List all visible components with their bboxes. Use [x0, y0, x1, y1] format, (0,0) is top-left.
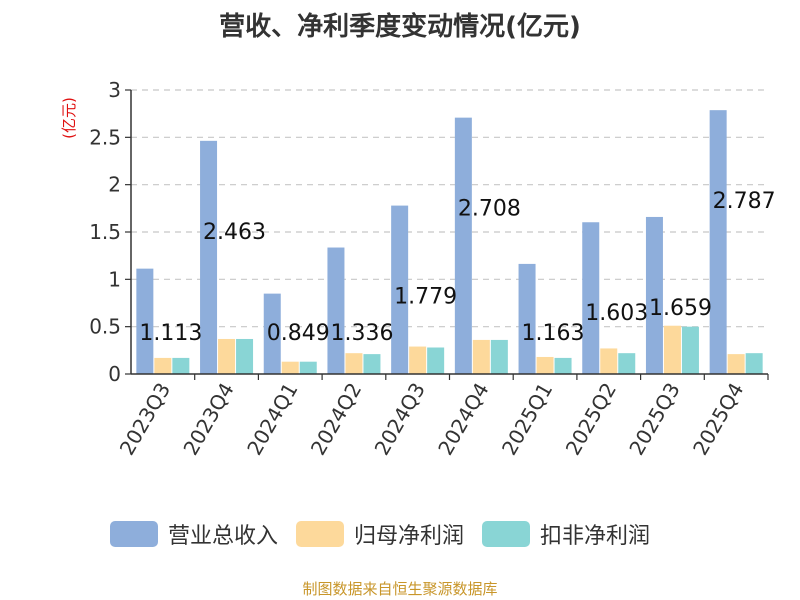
- y-tick-label: 0.5: [89, 315, 121, 339]
- bars: [136, 110, 763, 374]
- data-label-revenue: 2.463: [203, 220, 266, 245]
- bar-deducted-profit[interactable]: [236, 338, 254, 374]
- x-tick-label: 2024Q3: [370, 379, 430, 460]
- bar-revenue[interactable]: [200, 140, 218, 374]
- x-tick-label: 2025Q3: [624, 379, 684, 460]
- y-tick-label: 2: [108, 173, 121, 197]
- y-tick-label: 2.5: [89, 125, 121, 149]
- bar-revenue[interactable]: [136, 268, 154, 374]
- x-tick-label: 2025Q4: [688, 379, 748, 460]
- bar-net-profit[interactable]: [663, 325, 681, 374]
- bar-deducted-profit[interactable]: [618, 353, 636, 374]
- y-unit-label: (亿元): [60, 97, 78, 139]
- bar-revenue[interactable]: [391, 205, 409, 374]
- x-tick-label: 2024Q2: [306, 379, 366, 460]
- legend-label-deducted-profit: 扣非净利润: [540, 524, 651, 549]
- data-label-revenue: 1.779: [394, 285, 457, 310]
- bar-net-profit[interactable]: [727, 354, 745, 374]
- data-label-revenue: 1.163: [522, 321, 585, 346]
- y-tick-label: 0: [108, 362, 121, 386]
- legend-item-net-profit[interactable]: 归母净利润: [296, 518, 464, 550]
- y-tick-label: 3: [108, 78, 121, 102]
- data-label-revenue: 1.113: [139, 321, 202, 346]
- bar-net-profit[interactable]: [536, 356, 554, 374]
- data-label-revenue: 2.787: [713, 189, 776, 214]
- x-tick-label: 2025Q1: [497, 379, 557, 460]
- data-label-revenue: 0.849: [267, 321, 330, 346]
- bar-deducted-profit[interactable]: [745, 353, 763, 374]
- bar-revenue[interactable]: [709, 110, 727, 374]
- legend-item-deducted-profit[interactable]: 扣非净利润: [482, 518, 650, 550]
- chart-title: 营收、净利季度变动情况(亿元): [219, 12, 581, 42]
- data-label-revenue: 1.336: [330, 321, 393, 346]
- source-footer: 制图数据来自恒生聚源数据库: [302, 580, 498, 598]
- bar-revenue[interactable]: [582, 222, 600, 374]
- bar-revenue[interactable]: [454, 117, 472, 374]
- bar-net-profit[interactable]: [281, 361, 299, 374]
- bar-deducted-profit[interactable]: [172, 357, 190, 374]
- legend-label-revenue: 营业总收入: [168, 524, 279, 549]
- bar-net-profit[interactable]: [218, 338, 236, 374]
- bar-deducted-profit[interactable]: [427, 347, 445, 374]
- bar-deducted-profit[interactable]: [363, 354, 381, 374]
- bar-net-profit[interactable]: [154, 357, 172, 374]
- bar-revenue[interactable]: [263, 293, 281, 374]
- legend-label-net-profit: 归母净利润: [354, 524, 465, 549]
- legend-item-revenue[interactable]: 营业总收入: [110, 518, 278, 550]
- bar-revenue[interactable]: [645, 216, 663, 374]
- y-tick-label: 1.5: [89, 220, 121, 244]
- bar-deducted-profit[interactable]: [681, 326, 699, 374]
- x-tick-label: 2023Q4: [178, 379, 238, 460]
- bar-revenue[interactable]: [327, 247, 345, 374]
- bar-deducted-profit[interactable]: [554, 357, 572, 374]
- legend-swatch-deducted-profit: [482, 521, 531, 547]
- bar-revenue[interactable]: [518, 263, 536, 374]
- bar-net-profit[interactable]: [600, 348, 618, 374]
- data-label-revenue: 2.708: [458, 197, 521, 222]
- data-label-revenue: 1.603: [585, 301, 648, 326]
- x-tick-label: 2024Q1: [242, 379, 302, 460]
- bar-net-profit[interactable]: [472, 339, 490, 374]
- bar-deducted-profit[interactable]: [490, 339, 508, 374]
- x-tick-label: 2024Q4: [433, 379, 493, 460]
- legend: 营业总收入 归母净利润 扣非净利润: [110, 518, 650, 550]
- legend-swatch-net-profit: [296, 521, 345, 547]
- data-label-revenue: 1.659: [649, 296, 712, 321]
- bar-net-profit[interactable]: [409, 346, 427, 374]
- y-tick-label: 1: [108, 267, 121, 291]
- legend-swatch-revenue: [110, 521, 158, 547]
- x-tick-label: 2025Q2: [561, 379, 621, 460]
- x-tick-label: 2023Q3: [115, 379, 175, 460]
- bar-net-profit[interactable]: [345, 353, 363, 374]
- bar-deducted-profit[interactable]: [299, 361, 317, 374]
